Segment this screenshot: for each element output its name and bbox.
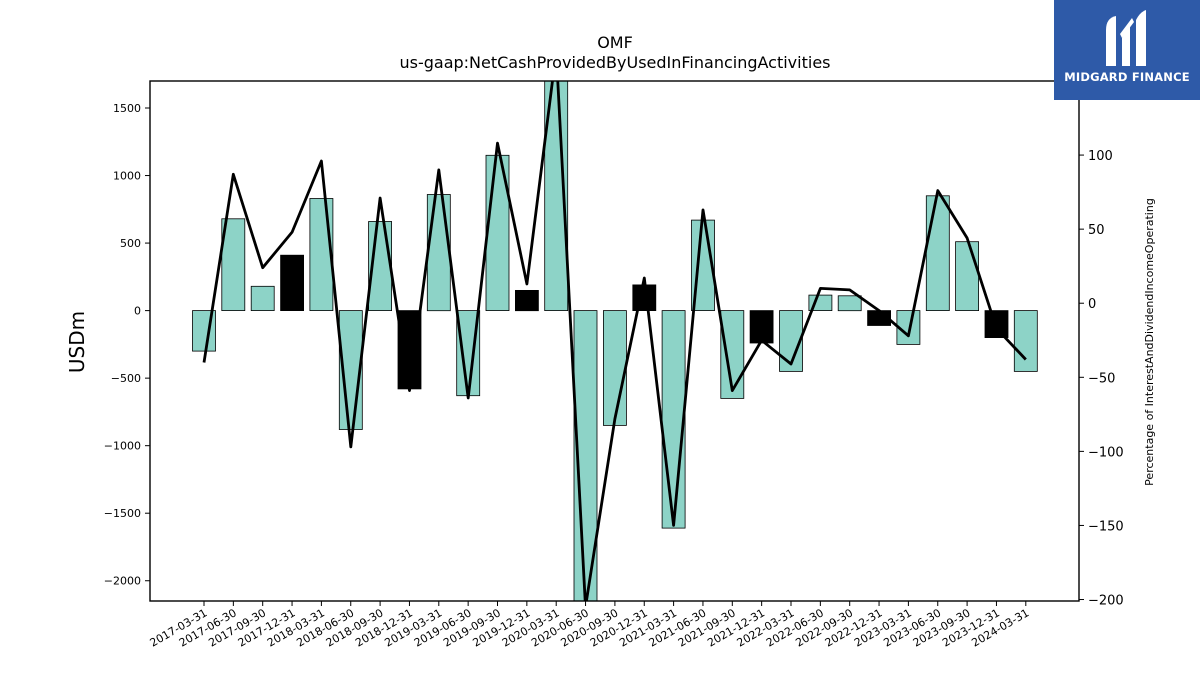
y-tick-label: 500	[120, 237, 141, 250]
y-tick-label: −2000	[104, 575, 141, 588]
bar-2023-09-30	[955, 241, 979, 311]
bars-layer	[192, 80, 1038, 602]
y2-tick-label: −100	[1088, 445, 1124, 460]
midgard-logo-icon	[1106, 10, 1146, 66]
midgard-finance-logo: MIDGARD FINANCE	[1054, 0, 1200, 100]
y2-tick-label: 50	[1088, 223, 1105, 238]
y-tick-label: 0	[134, 305, 141, 318]
logo-text: MIDGARD FINANCE	[1064, 70, 1190, 84]
y-axis-label: USDm	[65, 311, 89, 373]
bar-2017-12-31	[280, 254, 305, 311]
y-tick-label: 1500	[113, 102, 141, 115]
bar-2019-12-31	[515, 289, 539, 312]
bar-2018-03-31	[309, 198, 334, 311]
series-line	[202, 81, 1027, 601]
bar-2021-09-30	[720, 310, 745, 399]
chart-subtitle: us-gaap:NetCashProvidedByUsedInFinancing…	[399, 53, 830, 72]
bar-2020-09-30	[603, 310, 627, 426]
y2-tick-label: −50	[1088, 371, 1115, 386]
chart-title: OMF	[597, 33, 633, 52]
bar-2022-03-31	[779, 310, 803, 372]
line-layer	[202, 81, 1027, 601]
y2-tick-label: 0	[1088, 297, 1096, 312]
y-tick-label: −1000	[104, 440, 141, 453]
bar-2021-03-31	[661, 310, 686, 529]
bar-2023-06-30	[925, 195, 950, 312]
y2-tick-label: −200	[1088, 594, 1124, 609]
y2-tick-label: 100	[1088, 149, 1113, 164]
bar-2017-06-30	[221, 218, 246, 312]
bar-2019-03-31	[426, 194, 451, 312]
bar-2024-03-31	[1013, 310, 1038, 372]
y2-tick-label: −150	[1088, 519, 1124, 534]
bar-2017-09-30	[250, 285, 275, 311]
y-tick-label: 1000	[113, 170, 141, 183]
y2-axis-label: Percentage of InterestAndDividendIncomeO…	[1143, 198, 1156, 486]
bar-2022-09-30	[837, 295, 862, 312]
y-tick-label: −1500	[104, 507, 141, 520]
bar-2021-12-31	[749, 310, 774, 344]
y-tick-label: −500	[111, 372, 141, 385]
